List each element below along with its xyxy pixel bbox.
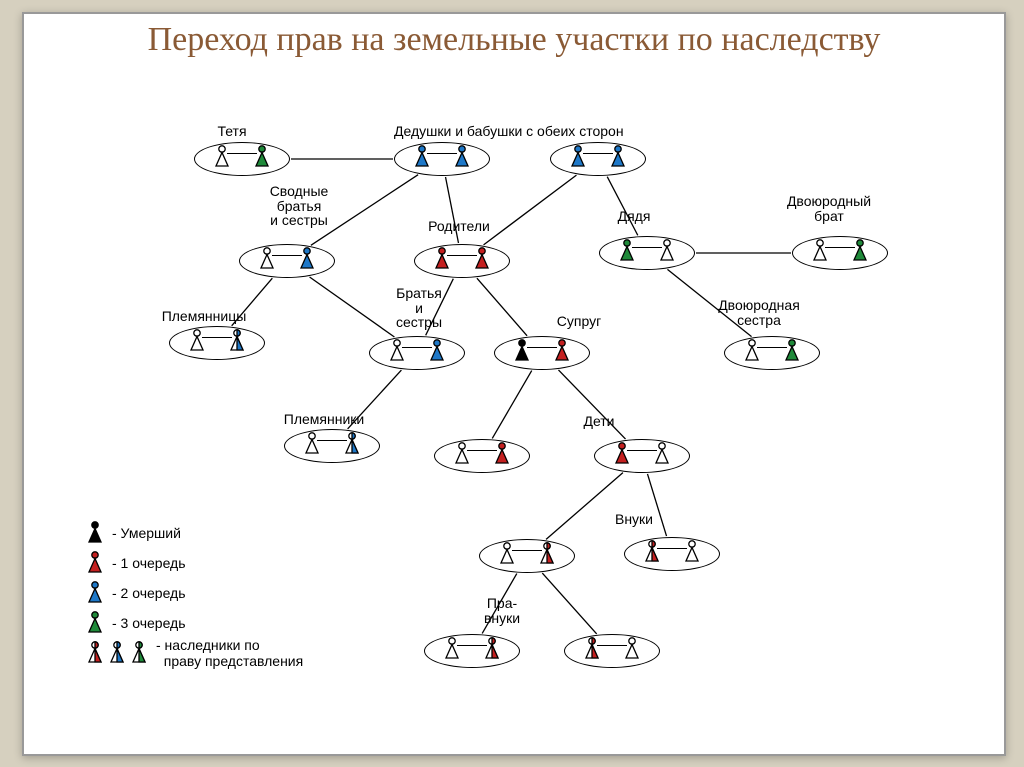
person-icon (433, 246, 451, 270)
person-icon (443, 636, 461, 660)
node-gp1 (394, 142, 490, 176)
label-nephews: Племянники (234, 412, 414, 427)
person-icon (498, 541, 516, 565)
person-icon (130, 640, 148, 664)
node-children1 (434, 439, 530, 473)
person-icon (108, 640, 126, 664)
edge (546, 473, 623, 540)
person-icon (569, 144, 587, 168)
label-uncle: Дядя (544, 209, 724, 224)
label-siblings: Братья и сестры (329, 286, 509, 330)
label-aunt: Тетя (142, 124, 322, 139)
person-icon (453, 441, 471, 465)
person-icon (783, 338, 801, 362)
label-spouse: Супруг (489, 314, 669, 329)
person-icon (643, 539, 661, 563)
person-icon (86, 580, 104, 604)
legend-text: - 2 очередь (112, 585, 186, 601)
person-icon (413, 144, 431, 168)
person-icon (86, 520, 104, 544)
person-icon (86, 640, 104, 664)
person-icon (538, 541, 556, 565)
person-icon (653, 441, 671, 465)
person-icon (228, 328, 246, 352)
person-icon (86, 610, 104, 634)
label-ggrand_lbl: Пра- внуки (412, 596, 592, 625)
person-icon (623, 636, 641, 660)
node-spouse (494, 336, 590, 370)
person-icon (188, 328, 206, 352)
person-icon (851, 238, 869, 262)
legend-text: - наследники по праву представления (156, 637, 303, 669)
person-icon (618, 238, 636, 262)
person-icon (453, 144, 471, 168)
node-cousin_f (724, 336, 820, 370)
legend-row: - Умерший (86, 522, 303, 544)
legend-icon (86, 550, 104, 577)
node-nephews (284, 429, 380, 463)
slide-sheet: Переход прав на земельные участки по нас… (22, 12, 1006, 756)
person-icon (303, 431, 321, 455)
label-gp1: Дедушки и бабушки с обеих сторон (394, 124, 574, 139)
legend-icon (86, 520, 104, 547)
node-ggrand1 (424, 634, 520, 668)
label-grand_lbl: Внуки (544, 512, 724, 527)
legend-row: - 1 очередь (86, 552, 303, 574)
person-icon (493, 441, 511, 465)
node-parents (414, 244, 510, 278)
person-icon (609, 144, 627, 168)
person-icon (811, 238, 829, 262)
person-icon (343, 431, 361, 455)
person-icon (253, 144, 271, 168)
node-grand1 (479, 539, 575, 573)
person-icon (613, 441, 631, 465)
legend-text: - 3 очередь (112, 615, 186, 631)
node-ggrand2 (564, 634, 660, 668)
person-icon (483, 636, 501, 660)
node-uncle (599, 236, 695, 270)
node-nieces (169, 326, 265, 360)
label-parents: Родители (369, 219, 549, 234)
person-icon (388, 338, 406, 362)
legend-row: - наследники по праву представления (86, 642, 303, 664)
person-icon (86, 550, 104, 574)
node-gp2 (550, 142, 646, 176)
legend: - Умерший - 1 очередь - 2 очередь - 3 оч… (86, 514, 303, 672)
person-icon (553, 338, 571, 362)
node-children2 (594, 439, 690, 473)
person-icon (298, 246, 316, 270)
node-aunt (194, 142, 290, 176)
person-icon (473, 246, 491, 270)
label-nieces: Племянницы (114, 309, 294, 324)
legend-icon (86, 580, 104, 607)
legend-text: - Умерший (112, 525, 181, 541)
person-icon (583, 636, 601, 660)
node-siblings (369, 336, 465, 370)
person-icon (258, 246, 276, 270)
person-icon (683, 539, 701, 563)
legend-icon (86, 610, 104, 637)
legend-icon (86, 640, 148, 667)
label-cousin_f: Двоюродная сестра (669, 298, 849, 327)
person-icon (658, 238, 676, 262)
legend-row: - 2 очередь (86, 582, 303, 604)
node-stepsib (239, 244, 335, 278)
node-cousin_m (792, 236, 888, 270)
person-icon (428, 338, 446, 362)
label-stepsib: Сводные братья и сестры (209, 184, 389, 228)
label-children_lbl: Дети (509, 414, 689, 429)
person-icon (743, 338, 761, 362)
edge (607, 177, 638, 236)
legend-text: - 1 очередь (112, 555, 186, 571)
person-icon (513, 338, 531, 362)
node-grand2 (624, 537, 720, 571)
label-cousin_m: Двоюродный брат (739, 194, 919, 223)
legend-row: - 3 очередь (86, 612, 303, 634)
person-icon (213, 144, 231, 168)
